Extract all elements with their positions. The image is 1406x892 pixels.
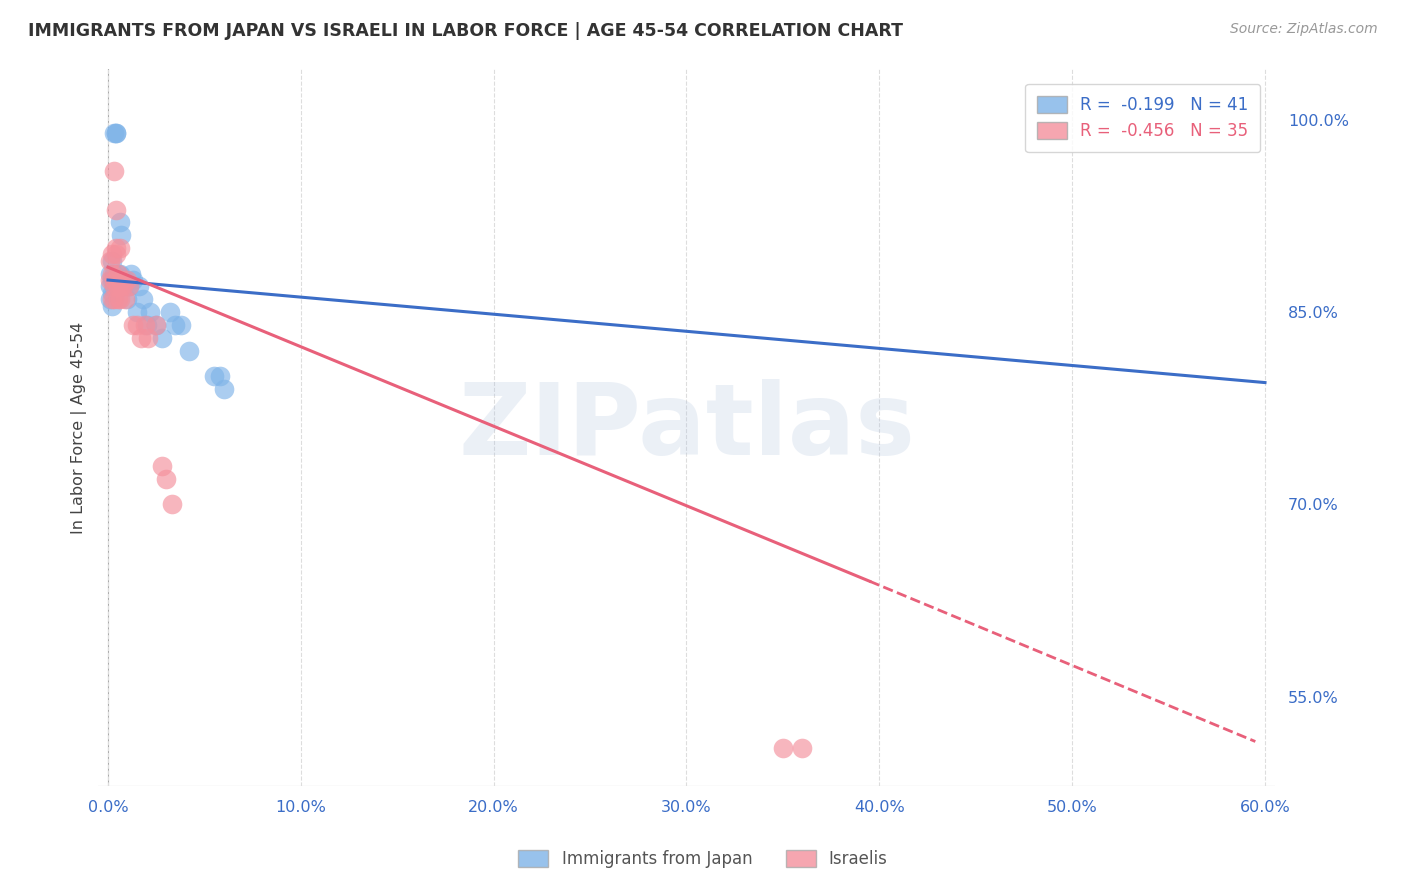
Point [104,126,127,140]
Point [98,253,121,268]
Point [104,241,127,255]
Point [772,740,794,755]
Point [128,279,150,293]
Point [108,273,131,287]
Point [101,292,124,306]
Point [117,292,139,306]
Point [792,740,814,755]
Point [108,292,131,306]
Point [104,279,127,293]
Point [117,273,139,287]
Point [129,331,152,345]
Point [202,369,225,384]
Point [145,318,167,332]
Point [125,318,148,332]
Point [112,279,135,293]
Point [107,267,129,281]
Point [98,292,121,306]
Point [110,228,132,243]
Point [125,305,148,319]
Point [107,279,129,293]
Point [101,267,124,281]
Point [110,273,132,287]
Point [131,292,153,306]
Point [155,472,177,486]
Point [98,267,121,281]
Point [108,215,131,229]
Point [103,292,125,306]
Point [108,241,131,255]
Point [101,247,124,261]
Point [120,267,142,281]
Point [160,497,183,511]
Point [98,279,121,293]
Point [108,267,131,281]
Point [104,202,127,217]
Point [165,318,187,332]
Text: IMMIGRANTS FROM JAPAN VS ISRAELI IN LABOR FORCE | AGE 45-54 CORRELATION CHART: IMMIGRANTS FROM JAPAN VS ISRAELI IN LABO… [28,22,903,40]
Point [103,273,125,287]
Point [170,318,193,332]
Point [135,318,157,332]
Point [114,292,136,306]
Point [118,279,141,293]
Point [104,247,127,261]
Point [212,382,235,396]
Point [150,458,173,473]
Legend: Immigrants from Japan, Israelis: Immigrants from Japan, Israelis [512,843,894,875]
Point [112,279,135,293]
Point [138,331,160,345]
Point [122,318,145,332]
Point [101,285,124,300]
Point [103,279,125,293]
Point [145,318,167,332]
Point [104,126,127,140]
Point [139,305,162,319]
Point [122,273,145,287]
Point [103,273,125,287]
Point [103,267,125,281]
Point [118,279,141,293]
Point [110,279,132,293]
Y-axis label: In Labor Force | Age 45-54: In Labor Force | Age 45-54 [72,321,87,533]
Point [107,292,129,306]
Point [103,126,125,140]
Point [208,369,231,384]
Point [177,343,200,358]
Point [103,279,125,293]
Point [103,273,125,287]
Point [107,267,129,281]
Text: Source: ZipAtlas.com: Source: ZipAtlas.com [1230,22,1378,37]
Point [107,279,129,293]
Point [98,273,121,287]
Point [103,164,125,178]
Point [159,305,181,319]
Point [134,318,156,332]
Point [101,299,124,313]
Point [150,331,173,345]
Text: ZIPatlas: ZIPatlas [458,379,915,476]
Legend: R =  -0.199   N = 41, R =  -0.456   N = 35: R = -0.199 N = 41, R = -0.456 N = 35 [1025,84,1260,152]
Point [101,253,124,268]
Point [114,273,136,287]
Point [107,273,129,287]
Point [101,273,124,287]
